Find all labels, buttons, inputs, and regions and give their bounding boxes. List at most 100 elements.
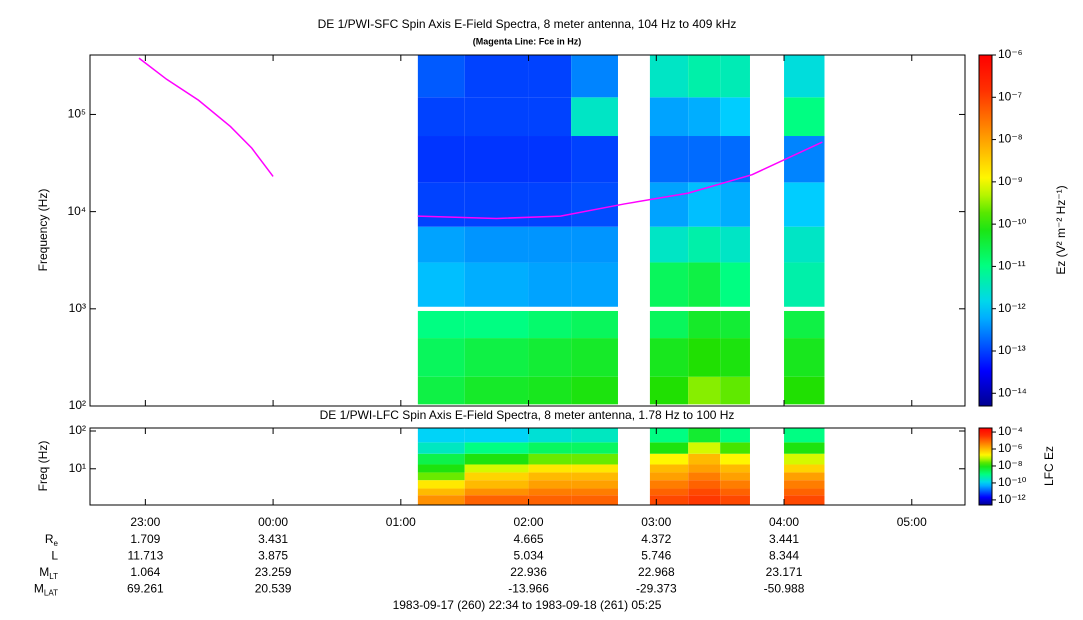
spectrogram-cell [720,182,750,227]
x-tick-label: 01:00 [386,515,416,529]
spectrogram-cell [688,310,721,339]
spectrogram-cell [417,338,465,377]
ephemeris-value: 20.539 [255,582,292,596]
spectrogram-cell [784,226,825,263]
spectrogram-cell [649,182,689,227]
ephemeris-value: 1.709 [130,532,160,546]
colorbar-tick-label: 10⁻¹³ [998,343,1026,357]
spectrogram-cell [464,488,529,496]
spectrogram-cell [528,376,572,405]
spectrogram-cell [649,480,689,489]
spectrogram-cell [464,453,529,465]
spectrogram-cell [464,136,529,183]
spectrogram-cell [688,376,721,405]
spectrogram-cell [571,428,618,443]
ephemeris-value: 4.372 [641,532,671,546]
spectrogram-cell [417,310,465,339]
spectrogram-cell [417,226,465,263]
colorbar [978,427,993,506]
panel-title: DE 1/PWI-LFC Spin Axis E-Field Spectra, … [320,408,735,422]
colorbar-tick-label: 10⁻⁶ [998,47,1023,61]
y-axis-label: Freq (Hz) [36,441,50,492]
y-axis-label: Frequency (Hz) [36,189,50,272]
ephemeris-label: MLAT [34,582,58,598]
plot-frame [89,54,966,407]
ephemeris-value: 3.875 [258,549,288,563]
ephemeris-value: 3.441 [769,532,799,546]
spectrogram-cell [528,338,572,377]
spectrogram-cell [784,464,825,473]
ephemeris-value: 11.713 [127,549,163,563]
ephemeris-label-main: M [39,565,49,579]
fce-line [417,141,823,220]
spectrogram-cell [571,310,618,339]
spectrogram-cell [649,376,689,405]
ephemeris-label-main: L [51,549,58,563]
spectrogram-cell [417,97,465,137]
spectrogram-cell [720,226,750,263]
spectrogram-cell [571,136,618,183]
ephemeris-value: 23.259 [255,565,292,579]
spectrogram-cell [720,376,750,405]
spectrogram-cell [649,310,689,339]
spectrogram-cell [649,442,689,454]
plot-frame [89,427,966,506]
x-tick-label: 00:00 [258,515,288,529]
colorbar-label: LFC Ez [1042,446,1056,486]
spectrogram-cell [417,376,465,405]
colorbar [978,54,993,407]
spectrogram-cell [688,55,721,98]
colorbar-tick-label: 10⁻⁸ [998,132,1023,146]
chart-subtitle: (Magenta Line: Fce in Hz) [473,36,582,46]
spectrogram-cell [688,262,721,307]
spectrogram-cell [649,488,689,496]
spectrogram-cell [464,310,529,339]
spectrogram-cell [571,97,618,137]
spectrogram-cell [417,472,465,481]
spectrogram-cell [720,464,750,473]
spectrogram-cell [688,338,721,377]
ephemeris-value: 5.746 [641,549,671,563]
spectrogram-cell [649,428,689,443]
spectrogram-cell [649,262,689,307]
ephemeris-label-sub: LAT [44,589,58,598]
x-tick-label: 23:00 [130,515,160,529]
spectrogram-cell [417,428,465,443]
spectrogram-cell [688,226,721,263]
ephemeris-label-main: M [34,582,44,596]
ephemeris-label: Re [45,532,59,548]
spectrogram-cell [784,495,825,505]
spectrogram-cell [571,182,618,227]
ephemeris-value: -13.966 [508,582,549,596]
spectrogram-cell [571,453,618,465]
x-tick-label: 04:00 [769,515,799,529]
colorbar-tick-label: 10⁻⁸ [998,458,1023,472]
ephemeris-value: 4.665 [514,532,544,546]
spectrogram-cell [784,55,825,98]
spectrogram-cell [528,453,572,465]
y-tick-label: 10² [69,423,86,437]
spectrogram-cell [464,376,529,405]
spectrogram-cell [720,310,750,339]
spectrogram-cell [784,442,825,454]
spectrogram-cell [784,338,825,377]
ephemeris-value: 8.344 [769,549,799,563]
spectrogram-cell [720,97,750,137]
ephemeris-value: 23.171 [766,565,803,579]
spectrogram-cell [571,262,618,307]
spectrogram-cell [688,182,721,227]
spectrogram-cell [528,182,572,227]
spectrogram-cell [464,226,529,263]
y-tick-label: 10⁵ [68,107,86,121]
spectrogram-cell [649,464,689,473]
spectrogram-cell [784,136,825,183]
spectrogram-cell [528,442,572,454]
spectrogram-cell [688,495,721,505]
ephemeris-label-sub: e [54,539,59,548]
spectrogram-cell [571,226,618,263]
spectrogram-cell [571,472,618,481]
spectrogram-cell [688,136,721,183]
spectrogram-cell [417,262,465,307]
spectrogram-cell [784,262,825,307]
fce-line [138,57,274,177]
